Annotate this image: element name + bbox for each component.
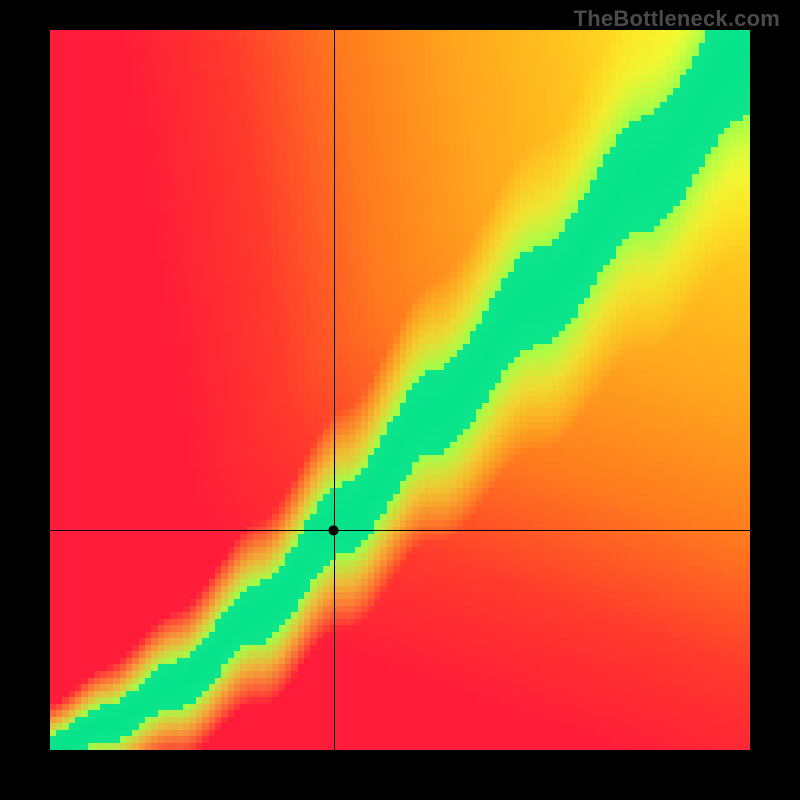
plot-area [50,30,750,750]
watermark-text: TheBottleneck.com [574,6,780,32]
heatmap-canvas [50,30,750,750]
chart-container: TheBottleneck.com [0,0,800,800]
